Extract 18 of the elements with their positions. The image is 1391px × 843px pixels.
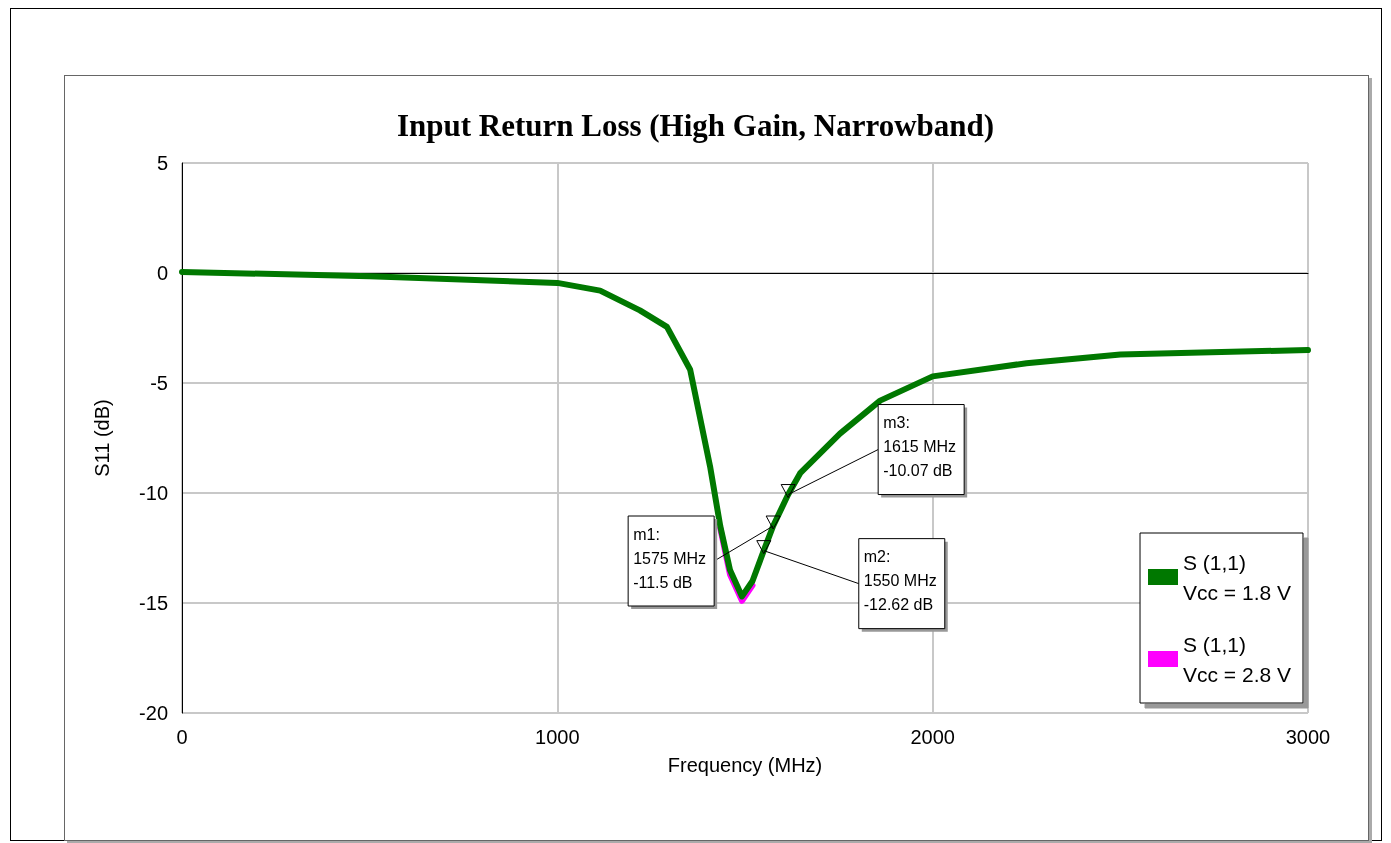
- legend-label: S (1,1) Vcc = 2.8 V: [1183, 632, 1292, 686]
- y-axis-title: S11 (dB): [91, 399, 113, 477]
- chart-title: Input Return Loss (High Gain, Narrowband): [396, 108, 995, 143]
- y-tick-label: -20: [139, 702, 168, 724]
- annotation: m1: 1575 MHz -11.5 dB: [633, 525, 707, 591]
- y-tick-label: 5: [156, 152, 168, 174]
- annotation: m2: 1550 MHz -12.62 dB: [863, 548, 937, 614]
- y-tick-label: 0: [156, 262, 168, 284]
- y-tick-label: -10: [139, 482, 168, 504]
- x-tick-label: 3000: [1285, 726, 1331, 748]
- y-tick-label: -15: [139, 592, 168, 614]
- x-tick-label: 0: [176, 726, 188, 748]
- x-tick-label: 2000: [910, 726, 955, 748]
- x-tick-label: 1000: [535, 726, 580, 748]
- x-axis-title: Frequency (MHz): [667, 754, 823, 776]
- legend-label: S (1,1) Vcc = 1.8 V: [1183, 550, 1292, 604]
- y-tick-label: -5: [150, 372, 168, 394]
- annotation: m3: 1615 MHz -10.07 dB: [883, 414, 957, 480]
